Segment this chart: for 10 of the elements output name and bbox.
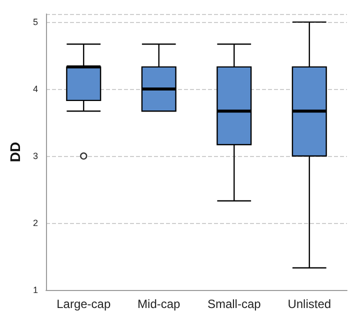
y-axis-title: DD xyxy=(7,142,23,162)
y-tick-label: 4 xyxy=(32,84,38,94)
x-tick-label: Unlisted xyxy=(288,297,332,311)
y-tick-label: 3 xyxy=(32,151,38,162)
y-tick-label: 2 xyxy=(32,218,38,228)
y-tick-label: 1 xyxy=(32,285,38,295)
x-tick-label: Mid-cap xyxy=(138,297,181,311)
y-tick-label: 5 xyxy=(32,17,38,28)
x-tick-label: Small-cap xyxy=(207,297,262,311)
x-tick-label: Large-cap xyxy=(56,297,111,311)
